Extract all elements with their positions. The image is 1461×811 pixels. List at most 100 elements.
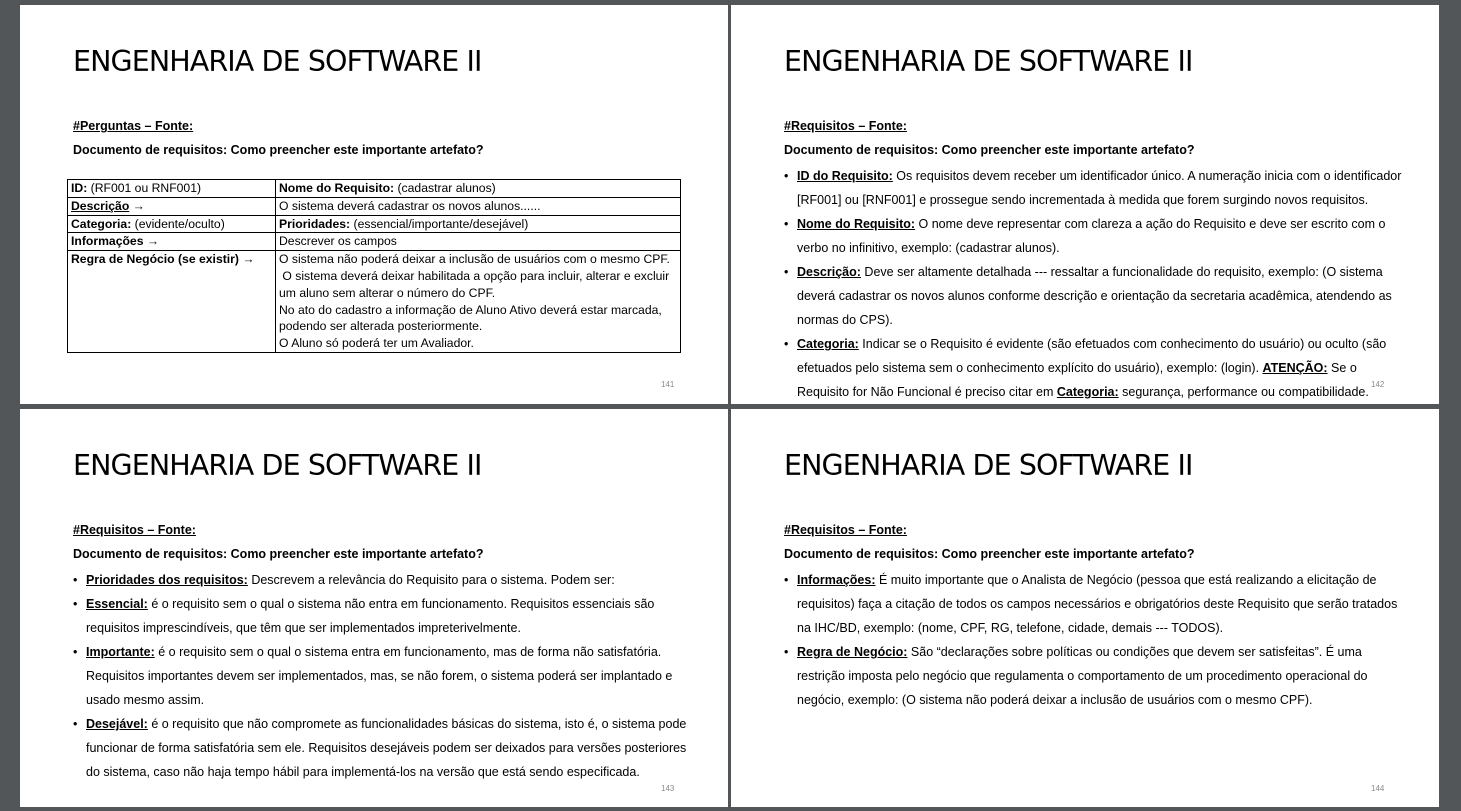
table-row: ID: (RF001 ou RNF001) Nome do Requisito:… (67, 179, 681, 198)
table-cell: Prioridades: (essencial/importante/desej… (275, 214, 681, 234)
bullet-icon: • (73, 597, 78, 611)
bullet-icon: • (784, 645, 789, 659)
slide-144: ENGENHARIA DE SOFTWARE II #Requisitos – … (731, 409, 1439, 807)
list-item: • Categoria: Indicar se o Requisito é evi… (784, 332, 1404, 404)
list-item: • Importante: é o requisito sem o qual o … (73, 640, 693, 712)
bullet-icon: • (784, 217, 789, 231)
bullet-text: é o requisito sem o qual o sistema não e… (86, 597, 655, 635)
slide-142: ENGENHARIA DE SOFTWARE II #Requisitos – … (731, 5, 1439, 404)
list-item: • Prioridades dos requisitos: Descrevem a… (73, 568, 693, 592)
bullet-text: Descrevem a relevância do Requisito para… (247, 573, 615, 587)
bullet-term: Regra de Negócio: (797, 645, 908, 659)
business-rule-value: O sistema não poderá deixar a inclusão d… (275, 250, 681, 353)
info-value: Descrever os campos (279, 234, 397, 249)
bullet-text: Se o Requisito for Não Funcional é preci… (797, 361, 1357, 399)
slide-title: ENGENHARIA DE SOFTWARE II (73, 449, 482, 482)
table-cell: Informações → (67, 232, 276, 252)
bullet-text: é o requisito sem o qual o sistema entra… (86, 645, 673, 707)
table-cell: O sistema deverá cadastrar os novos alun… (275, 196, 681, 216)
bullet-text: é o requisito que não compromete as func… (86, 717, 687, 779)
slide-subtitle: Documento de requisitos: Como preencher … (73, 547, 484, 561)
info-label: Informações (71, 234, 144, 249)
description-value: O sistema deverá cadastrar os novos alun… (279, 198, 541, 213)
slide-141: ENGENHARIA DE SOFTWARE II #Perguntas – F… (20, 5, 728, 404)
table-cell: Regra de Negócio (se existir) → (67, 250, 276, 353)
bullet-term: ID do Requisito: (797, 169, 893, 183)
id-label: ID: (71, 181, 88, 195)
requirements-table: ID: (RF001 ou RNF001) Nome do Requisito:… (67, 179, 681, 353)
bullet-text: Deve ser altamente detalhada --- ressalt… (797, 265, 1392, 327)
bullet-term: Nome do Requisito: (797, 217, 916, 231)
list-item: • Informações: É muito importante que o A… (784, 568, 1404, 640)
slide-title: ENGENHARIA DE SOFTWARE II (784, 45, 1193, 78)
name-value: (cadastrar alunos) (394, 181, 496, 195)
category-term: Categoria: (1056, 385, 1119, 399)
section-tag: #Perguntas – Fonte: (73, 119, 194, 133)
table-cell: Nome do Requisito: (cadastrar alunos) (275, 179, 681, 198)
list-item: • Nome do Requisito: O nome deve represen… (784, 212, 1404, 260)
bullet-term: Categoria: (797, 337, 859, 351)
slide-143: ENGENHARIA DE SOFTWARE II #Requisitos – … (20, 409, 728, 807)
table-row: Categoria: (evidente/oculto) Prioridades… (67, 214, 681, 234)
list-item: • ID do Requisito: Os requisitos devem re… (784, 164, 1404, 212)
bullet-text: segurança, performance ou compatibilidad… (1118, 385, 1369, 399)
bullet-term: Desejável: (86, 717, 148, 731)
table-cell: Descrever os campos (275, 232, 681, 252)
table-row: Regra de Negócio (se existir) → O sistem… (67, 250, 681, 353)
section-tag: #Requisitos – Fonte: (784, 523, 907, 537)
table-cell: ID: (RF001 ou RNF001) (67, 179, 276, 198)
page-number: 142 (1371, 380, 1385, 389)
name-label: Nome do Requisito: (279, 181, 395, 195)
list-item: • Desejável: é o requisito que não compro… (73, 712, 693, 784)
list-item: • Regra de Negócio: São “declarações sobr… (784, 640, 1404, 712)
rule-line: podendo ser alterada posteriormente. (279, 319, 483, 334)
bullet-text: São “declarações sobre políticas ou cond… (797, 645, 1368, 707)
bullet-term: Informações: (797, 573, 876, 587)
bullet-icon: • (784, 573, 789, 587)
category-value: (evidente/oculto) (131, 216, 225, 231)
bullet-text: O nome deve representar com clareza a aç… (797, 217, 1386, 255)
bullet-list: • Informações: É muito importante que o A… (784, 568, 1404, 712)
bullet-list: • ID do Requisito: Os requisitos devem re… (784, 164, 1404, 404)
bullet-icon: • (784, 169, 789, 183)
arrow-icon: → (132, 198, 145, 213)
bullet-text: Os requisitos devem receber um identific… (797, 169, 1402, 207)
bullet-icon: • (784, 265, 789, 279)
arrow-icon: → (242, 252, 255, 267)
table-row: Descrição → O sistema deverá cadastrar o… (67, 196, 681, 216)
bullet-text: É muito importante que o Analista de Neg… (797, 573, 1398, 635)
rule-line: O Aluno só poderá ter um Avaliador. (279, 336, 474, 351)
arrow-icon: → (146, 234, 160, 249)
page-number: 144 (1371, 784, 1385, 793)
bullet-icon: • (73, 573, 78, 587)
bullet-icon: • (73, 645, 78, 659)
bullet-text: Indicar se o Requisito é evidente (são e… (797, 337, 1387, 375)
slide-title: ENGENHARIA DE SOFTWARE II (73, 45, 482, 78)
bullet-term: Descrição: (797, 265, 861, 279)
table-cell: Descrição → (67, 196, 276, 216)
priority-value: (essencial/importante/desejável) (350, 216, 529, 231)
rule-line: um aluno sem alterar o número do CPF. (279, 285, 496, 300)
bullet-icon: • (784, 337, 789, 351)
page-number: 143 (661, 784, 675, 793)
list-item: • Descrição: Deve ser altamente detalhada… (784, 260, 1404, 332)
table-row: Informações → Descrever os campos (67, 232, 681, 252)
bullet-icon: • (73, 717, 78, 731)
attention-label: ATENÇÃO: (1262, 361, 1328, 375)
slide-subtitle: Documento de requisitos: Como preencher … (784, 547, 1195, 561)
id-value: (RF001 ou RNF001) (87, 181, 202, 195)
bullet-term: Prioridades dos requisitos: (86, 573, 248, 587)
bullet-term: Essencial: (86, 597, 148, 611)
rule-line: O sistema deverá deixar habilitada a opç… (279, 268, 670, 283)
page-number: 141 (661, 380, 675, 389)
description-label: Descrição (71, 198, 130, 213)
bullet-list: • Prioridades dos requisitos: Descrevem a… (73, 568, 693, 784)
section-tag: #Requisitos – Fonte: (784, 119, 907, 133)
rule-line: O sistema não poderá deixar a inclusão d… (279, 252, 670, 267)
rule-line: No ato do cadastro a informação de Aluno… (279, 302, 662, 317)
slide-title: ENGENHARIA DE SOFTWARE II (784, 449, 1193, 482)
list-item: • Essencial: é o requisito sem o qual o s… (73, 592, 693, 640)
section-tag: #Requisitos – Fonte: (73, 523, 196, 537)
category-label: Categoria: (71, 216, 132, 231)
slide-subtitle: Documento de requisitos: Como preencher … (784, 143, 1195, 157)
